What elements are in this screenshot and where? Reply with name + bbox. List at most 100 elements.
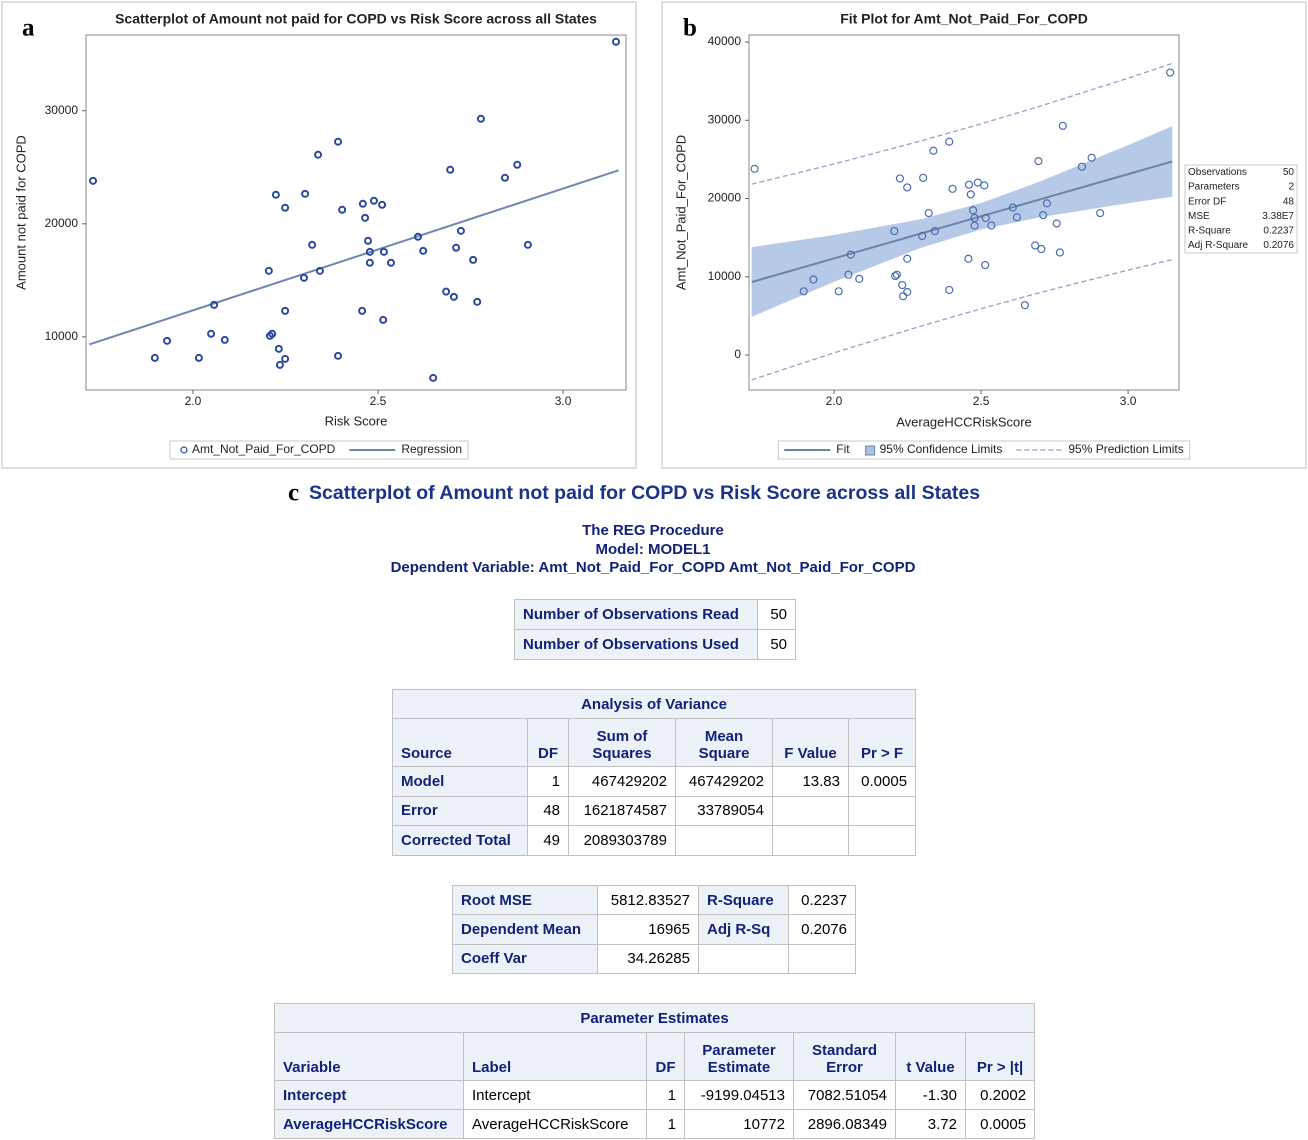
header-line: Estimate (707, 1059, 771, 1076)
data-point (379, 315, 388, 324)
data-point (89, 176, 98, 185)
data-point (1020, 301, 1029, 310)
data-point (379, 247, 388, 256)
x-tick-label: 3.0 (555, 394, 572, 408)
table-cell (675, 825, 773, 856)
table-cell: 2089303789 (568, 825, 676, 856)
data-point (612, 37, 621, 46)
data-point (268, 329, 277, 338)
x-tick-label: 2.0 (826, 394, 843, 408)
data-point (365, 258, 374, 267)
header-line: Error (826, 1059, 863, 1076)
x-tick-label: 2.5 (973, 394, 990, 408)
y-axis-label: Amt_Not_Paid_For_COPD (673, 135, 688, 290)
table-cell: 0.2237 (788, 884, 856, 916)
legend-label: 95% Confidence Limits (880, 442, 1003, 456)
plot-area (85, 34, 627, 391)
table-row: Coeff Var 34.26285 (452, 943, 856, 974)
data-point (271, 190, 280, 199)
table-cell: AverageHCCRiskScore (463, 1109, 647, 1139)
data-point (275, 360, 284, 369)
table-title: Parameter Estimates (273, 1003, 1036, 1033)
data-point (1087, 153, 1096, 162)
table-row: Dependent Mean 16965 Adj R-Sq 0.2076 (452, 914, 856, 945)
column-header: DF (646, 1032, 685, 1081)
y-tick-label: 0 (734, 347, 741, 361)
data-point (846, 250, 855, 259)
table-row: Number of Observations Used 50 (514, 629, 796, 660)
column-header: Parameter Estimate (684, 1032, 794, 1081)
chart-title: Scatterplot of Amount not paid for COPD … (115, 11, 597, 27)
data-point (970, 221, 979, 230)
row-header: AverageHCCRiskScore (274, 1109, 464, 1139)
data-point (948, 184, 957, 193)
panel-label: b (683, 15, 697, 42)
table-cell: 467429202 (675, 766, 773, 797)
data-point (987, 221, 996, 230)
column-header: F Value (772, 718, 849, 767)
data-point (799, 287, 808, 296)
data-point (1077, 162, 1087, 171)
table-cell: 33789054 (675, 795, 773, 826)
report-title: Scatterplot of Amount not paid for COPD … (309, 482, 981, 504)
data-point (1031, 241, 1040, 250)
table-row: Intercept Intercept 1 -9199.04513 7082.51054… (274, 1080, 1036, 1110)
table-cell: 10772 (684, 1109, 794, 1139)
data-point (378, 200, 387, 209)
table-cell (772, 795, 849, 826)
data-point (924, 208, 933, 218)
data-table: Number of Observations Read 50 Number of O… (514, 599, 796, 660)
stats-frame (1184, 164, 1298, 254)
table-row: Error 48 1621874587 33789054 (392, 795, 917, 826)
legend-label: Fit (836, 442, 850, 456)
stat-value: 2 (1288, 182, 1294, 193)
data-point (1034, 157, 1043, 166)
data-point (456, 226, 465, 235)
header-row: Variable Label DF Parameter Estimate Standard… (274, 1032, 1036, 1081)
data-point (210, 300, 219, 309)
data-point (1096, 208, 1105, 218)
data-point (895, 174, 904, 183)
y-tick-label: 20000 (708, 191, 742, 205)
data-point (891, 271, 900, 281)
legend-label: 95% Prediction Limits (1068, 442, 1183, 456)
legend: Amt_Not_Paid_For_COPD Regression (180, 442, 462, 456)
x-tick-label: 2.5 (370, 394, 387, 408)
data-point (513, 160, 522, 169)
row-header: R-Square (698, 884, 789, 916)
data-point (890, 226, 899, 236)
data-point (194, 353, 203, 362)
data-point (315, 266, 324, 275)
table-cell: 49 (527, 825, 569, 856)
chart-title: Fit Plot for Amt_Not_Paid_For_COPD (840, 11, 1088, 27)
table-cell: 0.0005 (964, 1109, 1036, 1139)
table-cell: 16965 (597, 914, 699, 945)
column-header: t Value (895, 1032, 966, 1081)
legend-symbol (865, 445, 876, 456)
x-tick-label: 3.0 (1120, 394, 1137, 408)
data-point (476, 114, 485, 123)
column-header: DF (527, 718, 569, 767)
legend-symbol (180, 446, 188, 454)
data-point (163, 336, 172, 345)
data-point (365, 247, 374, 256)
table-cell: Intercept (463, 1080, 647, 1110)
column-header: Label (463, 1032, 647, 1081)
table-cell: 2896.08349 (793, 1109, 896, 1139)
column-header: Variable (274, 1032, 464, 1081)
stat-name: Adj R-Square (1188, 240, 1248, 251)
data-point (500, 173, 509, 182)
table-cell (847, 825, 917, 856)
data-point (364, 236, 373, 245)
data-table: Analysis of Variance Source DF Sum of Square… (391, 689, 917, 856)
data-point (413, 232, 422, 241)
table-cell: 1 (527, 766, 569, 797)
data-point (1042, 199, 1052, 208)
data-point (449, 292, 458, 301)
header-line: Square (698, 745, 750, 762)
table-cell (772, 825, 849, 856)
data-point (429, 373, 438, 382)
panel-frame (1, 1, 637, 469)
panel-label: a (22, 15, 35, 42)
